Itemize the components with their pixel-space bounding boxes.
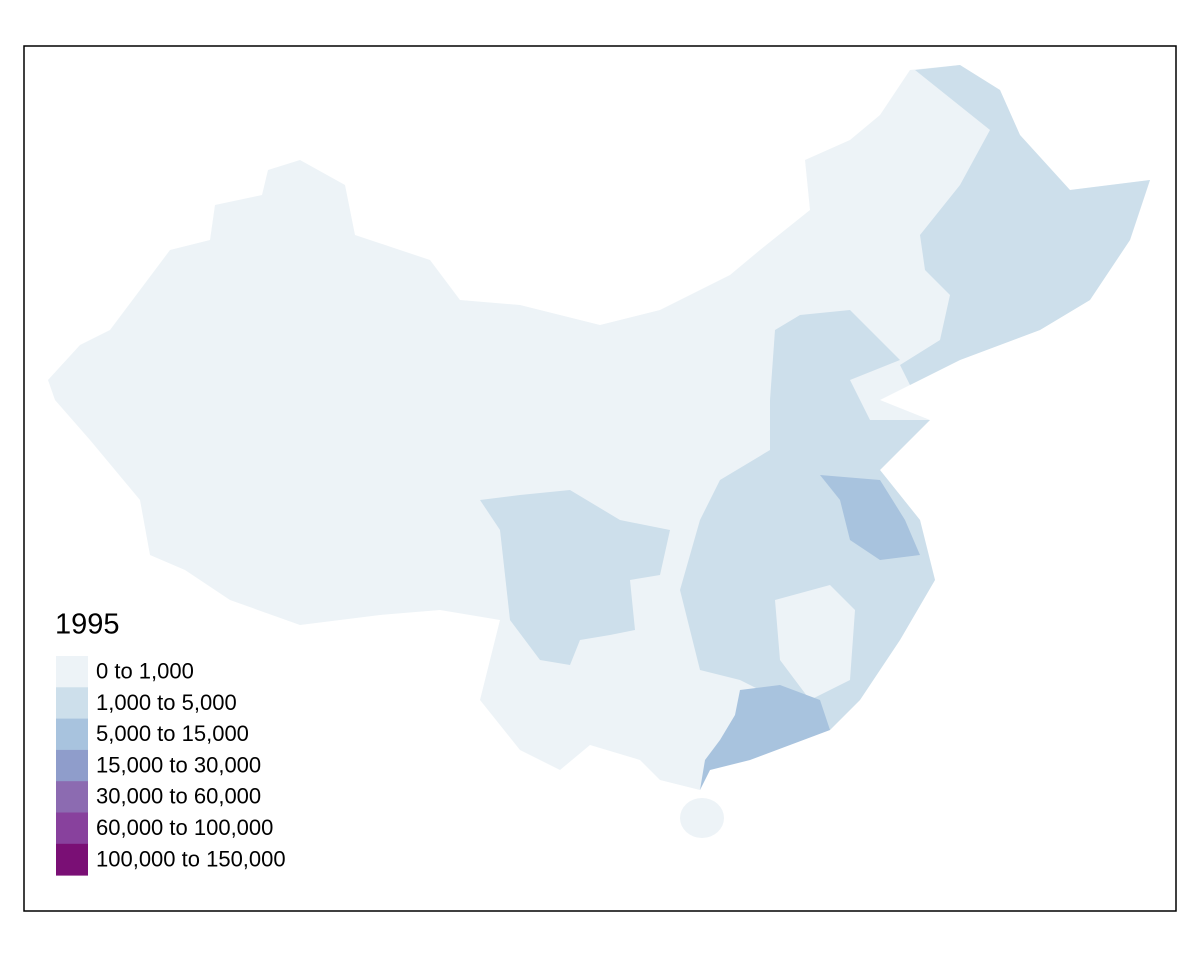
legend-swatch — [56, 718, 88, 751]
region — [775, 585, 855, 700]
legend-label: 60,000 to 100,000 — [96, 815, 273, 840]
legend-swatch — [56, 843, 88, 876]
legend-label: 0 to 1,000 — [96, 658, 194, 683]
region — [900, 65, 1150, 385]
legend-label: 5,000 to 15,000 — [96, 721, 249, 746]
region — [480, 490, 670, 665]
legend-label: 30,000 to 60,000 — [96, 784, 261, 809]
legend-swatch — [56, 781, 88, 813]
legend-title: 1995 — [55, 609, 120, 641]
region — [680, 798, 724, 838]
region — [700, 685, 830, 790]
legend-label: 100,000 to 150,000 — [96, 846, 286, 871]
legend-label: 1,000 to 5,000 — [96, 690, 237, 715]
legend-label: 15,000 to 30,000 — [96, 752, 261, 777]
region — [820, 475, 920, 560]
legend-swatch — [56, 812, 88, 845]
regions — [48, 65, 1150, 838]
region — [680, 310, 935, 730]
legend-swatch — [56, 687, 88, 720]
legend-swatch — [56, 749, 88, 782]
legend-swatch — [56, 656, 88, 688]
